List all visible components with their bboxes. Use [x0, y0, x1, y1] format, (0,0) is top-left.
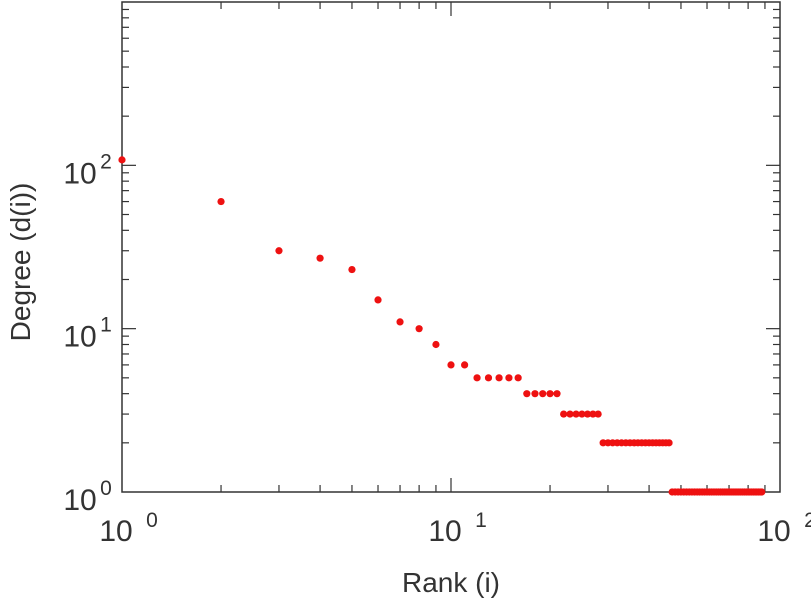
- y-tick-label: 10: [63, 321, 96, 354]
- data-point: [523, 390, 531, 398]
- data-point: [447, 361, 455, 369]
- data-point: [583, 410, 592, 418]
- data-point: [118, 156, 126, 164]
- data-point: [553, 390, 561, 398]
- y-tick-label: 10: [63, 484, 96, 517]
- data-point: [546, 390, 554, 398]
- data-point: [594, 410, 602, 418]
- y-tick-exponent: 2: [100, 150, 112, 173]
- data-point: [217, 197, 225, 206]
- plot-frame: [121, 1, 781, 493]
- data-point: [539, 390, 547, 398]
- y-axis-label: Degree (d(i)): [5, 183, 36, 342]
- data-point: [275, 247, 283, 255]
- x-tick-exponent: 2: [804, 509, 811, 532]
- y-tick-label: 10: [63, 157, 96, 190]
- data-point: [578, 410, 586, 418]
- data-point: [432, 340, 440, 349]
- x-tick-label: 10: [757, 515, 790, 548]
- data-point: [316, 254, 324, 262]
- tick-labels: 10 0 10 1 10 210 010 110 2: [63, 150, 811, 548]
- x-tick-label: 10: [99, 515, 132, 548]
- data-point: [560, 410, 568, 418]
- data-points: [118, 156, 766, 496]
- data-point: [415, 325, 423, 333]
- data-point: [473, 374, 481, 382]
- data-point: [348, 265, 356, 274]
- x-tick-exponent: 0: [146, 509, 158, 532]
- data-point: [589, 410, 597, 418]
- y-tick-exponent: 0: [100, 477, 112, 500]
- x-tick-label: 10: [428, 515, 461, 548]
- data-point: [531, 390, 539, 398]
- data-point: [505, 374, 513, 382]
- data-point: [484, 374, 493, 382]
- data-point: [396, 318, 404, 326]
- data-point: [461, 361, 469, 369]
- x-axis-label: Rank (i): [402, 567, 500, 598]
- data-point: [572, 410, 580, 418]
- data-point: [665, 439, 673, 447]
- data-point: [758, 488, 766, 496]
- axis-ticks: [122, 2, 780, 492]
- x-tick-exponent: 1: [475, 509, 487, 532]
- y-tick-exponent: 1: [100, 314, 112, 337]
- data-point: [374, 296, 382, 304]
- data-point: [495, 374, 503, 382]
- data-point: [566, 410, 574, 418]
- data-point: [514, 374, 522, 382]
